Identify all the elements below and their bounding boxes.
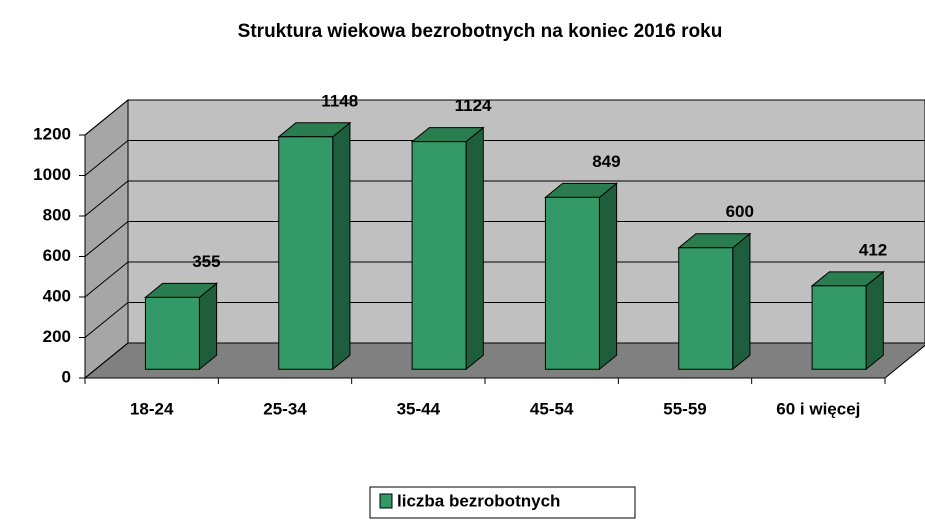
y-tick-label: 600: [43, 246, 71, 265]
y-tick-label: 0: [62, 367, 71, 386]
bar: [410, 126, 485, 371]
value-label: 355: [192, 252, 220, 271]
grid-line: [84, 140, 925, 176]
value-label: 849: [592, 152, 620, 171]
bar: [677, 232, 752, 371]
grid-line: [84, 342, 925, 379]
bar: [544, 182, 619, 371]
y-tick-label: 1000: [33, 165, 71, 184]
x-tick-label: 35-44: [397, 399, 441, 418]
bar-front: [278, 136, 334, 370]
bar-side: [732, 232, 751, 371]
value-label: 600: [726, 202, 754, 221]
bar-front: [811, 285, 867, 370]
legend-label: liczba bezrobotnych: [397, 491, 560, 510]
bar-side: [198, 282, 218, 371]
bar-side: [598, 182, 618, 371]
legend-swatch: [379, 493, 393, 509]
bar-side: [332, 121, 351, 371]
bar-front: [678, 247, 734, 370]
value-label: 1124: [455, 96, 492, 115]
y-tick-label: 400: [43, 286, 71, 305]
x-tick-label: 60 i więcej: [776, 399, 860, 418]
grid-line: [84, 221, 925, 257]
chart-title: Struktura wiekowa bezrobotnych na koniec…: [238, 21, 723, 42]
bar: [144, 282, 219, 371]
grid-line: [84, 302, 925, 338]
x-tick-label: 18-24: [130, 399, 174, 418]
grid-line: [84, 99, 925, 136]
value-label: 412: [859, 240, 887, 259]
legend-box: [369, 486, 636, 519]
bar: [810, 270, 885, 371]
x-tick-label: 45-54: [530, 399, 574, 418]
grid-line: [84, 261, 925, 298]
bar-side: [865, 270, 884, 371]
bar-side: [465, 126, 484, 371]
y-tick-label: 1200: [33, 124, 71, 143]
bar: [277, 121, 352, 371]
x-tick-label: 25-34: [263, 399, 307, 418]
y-tick-label: 800: [43, 205, 71, 224]
bar-front: [144, 296, 200, 370]
x-tick-label: 55-59: [663, 399, 706, 418]
bar-front: [544, 196, 600, 370]
grid-line: [84, 180, 925, 217]
bar-front: [411, 141, 467, 370]
value-label: 1148: [321, 91, 358, 110]
y-tick-label: 200: [43, 327, 71, 346]
